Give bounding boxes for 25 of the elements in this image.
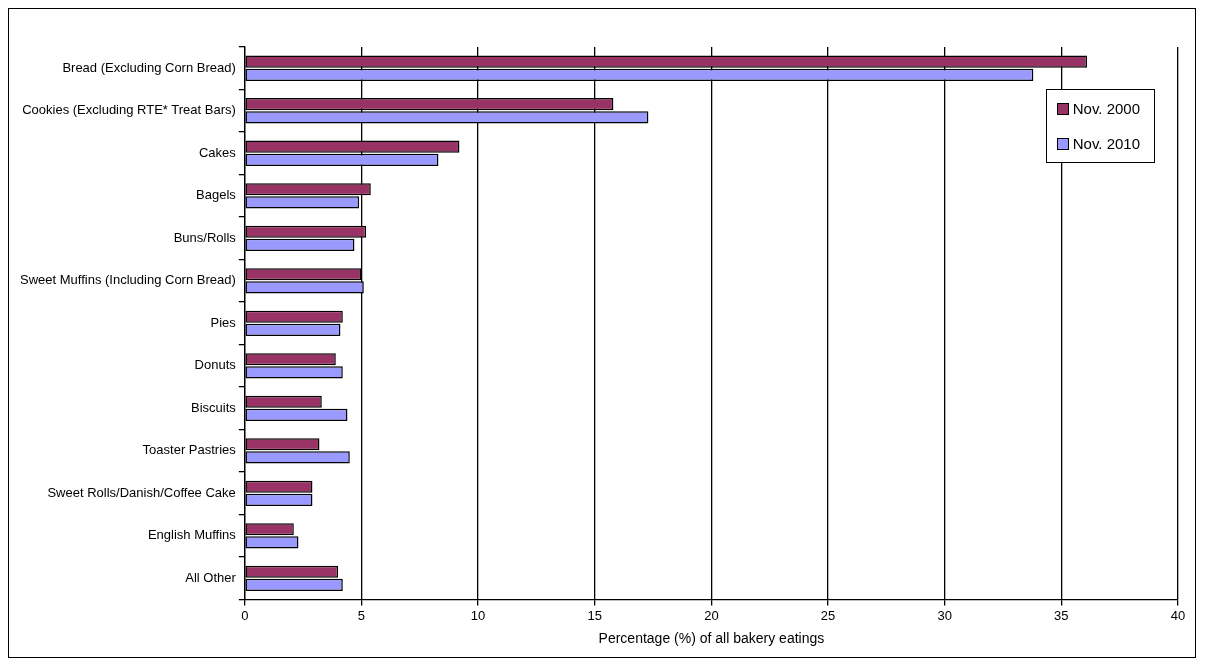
x-axis-title: Percentage (%) of all bakery eatings <box>598 630 825 647</box>
x-tick-label: 10 <box>470 607 486 623</box>
y-tick-label: Donuts <box>194 357 237 373</box>
x-tick-label: 5 <box>357 607 366 623</box>
legend-label: Nov. 2010 <box>1072 135 1140 152</box>
y-tick-label: Cakes <box>198 144 237 160</box>
x-tick-label: 30 <box>937 607 952 623</box>
x-tick-label: 15 <box>587 607 602 623</box>
legend-label: Nov. 2000 <box>1072 100 1140 117</box>
y-tick-label: Bread (Excluding Corn Bread) <box>62 59 236 75</box>
x-tick-label: 35 <box>1054 607 1069 623</box>
x-tick-label: 20 <box>704 607 719 623</box>
y-tick-label: Buns/Rolls <box>173 229 237 245</box>
y-tick-label: Toaster Pastries <box>142 442 237 458</box>
y-tick-label: Cookies (Excluding RTE* Treat Bars) <box>22 102 236 118</box>
x-tick-label: 25 <box>820 607 836 623</box>
y-tick-label: All Other <box>185 569 237 585</box>
y-tick-label: Sweet Rolls/Danish/Coffee Cake <box>47 484 236 500</box>
y-tick-label: Sweet Muffins (Including Corn Bread) <box>20 272 236 288</box>
y-tick-label: Bagels <box>196 187 237 203</box>
y-tick-label: Pies <box>210 314 237 330</box>
y-tick-label: English Muffins <box>147 527 237 543</box>
x-tick-label: 0 <box>241 607 249 623</box>
x-tick-label: 40 <box>1170 607 1186 623</box>
y-tick-label: Biscuits <box>191 399 237 415</box>
